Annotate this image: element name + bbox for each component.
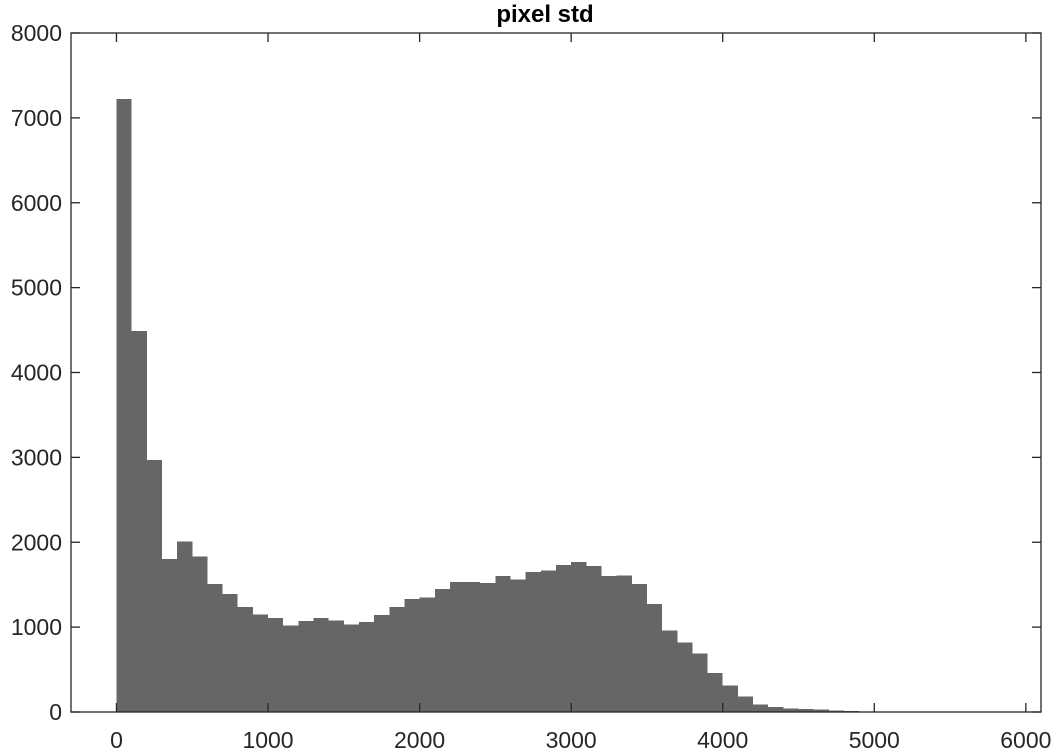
x-tick-label: 0 [110, 727, 123, 752]
histogram-bar [131, 330, 147, 712]
histogram-bar [358, 622, 375, 712]
histogram-bar [631, 583, 647, 712]
histogram-bar [586, 566, 602, 712]
histogram-bar [298, 621, 314, 712]
histogram-bar [828, 710, 844, 712]
histogram-bar [510, 579, 526, 712]
histogram-bar [601, 576, 617, 712]
histogram-bar [662, 630, 678, 712]
histogram-bar [449, 582, 466, 712]
histogram-bar [646, 604, 663, 712]
histogram-bar [692, 653, 708, 712]
x-tick-label: 1000 [242, 727, 293, 752]
histogram-bar [192, 556, 208, 712]
histogram-bar [268, 617, 284, 712]
histogram-bar [540, 570, 556, 712]
x-tick-label: 6000 [1000, 727, 1051, 752]
chart-title: pixel std [496, 1, 593, 28]
y-tick-label: 1000 [11, 614, 62, 640]
histogram-bar [161, 559, 178, 712]
y-tick-label: 8000 [11, 20, 62, 46]
histogram-bar [556, 565, 572, 712]
histogram-bar [813, 709, 829, 712]
y-axis-ticks: 0 1000 2000 3000 4000 5000 6000 7000 8000 [11, 20, 1041, 725]
x-axis-ticks: 0 1000 2000 3000 4000 5000 6000 [110, 33, 1051, 752]
y-tick-label: 0 [49, 699, 62, 725]
histogram-bar [177, 541, 193, 712]
histogram-bar [374, 615, 390, 712]
histogram-bar [753, 704, 769, 712]
y-tick-label: 7000 [11, 105, 62, 131]
histogram-bar [343, 624, 359, 712]
histogram-bar [252, 614, 269, 712]
y-tick-label: 3000 [11, 444, 62, 470]
histogram-bar [283, 625, 299, 712]
histogram-bar [222, 594, 238, 712]
histogram-bar [237, 606, 253, 712]
y-tick-label: 4000 [11, 360, 62, 386]
histogram-bar [768, 706, 784, 712]
histogram-bar [616, 575, 632, 712]
y-tick-label: 5000 [11, 275, 62, 301]
x-tick-label: 4000 [697, 727, 748, 752]
y-tick-label: 2000 [11, 529, 62, 555]
histogram-bar [465, 582, 481, 712]
histogram-bar [404, 599, 420, 712]
x-tick-label: 5000 [849, 727, 900, 752]
histogram-bar [389, 606, 405, 712]
histogram-bar [116, 99, 132, 712]
histogram-bar [480, 582, 496, 712]
histogram-bar [434, 588, 450, 712]
histogram-bar [571, 561, 587, 712]
histogram-bar [525, 571, 541, 712]
histogram-bar [495, 576, 511, 712]
histogram-bar [737, 696, 754, 712]
histogram-bar [677, 642, 693, 712]
histogram-bar [722, 685, 738, 712]
histogram-bar [313, 617, 329, 712]
x-tick-label: 2000 [394, 727, 445, 752]
histogram-bar [783, 708, 799, 712]
histogram-bar [207, 583, 223, 712]
histogram-bar [707, 672, 723, 712]
histogram-bar [798, 709, 814, 712]
histogram-bar [146, 459, 162, 712]
histogram-bar [419, 597, 435, 712]
histogram-bar [328, 620, 344, 712]
bar-series [116, 99, 875, 712]
x-tick-label: 3000 [546, 727, 597, 752]
y-tick-label: 6000 [11, 190, 62, 216]
